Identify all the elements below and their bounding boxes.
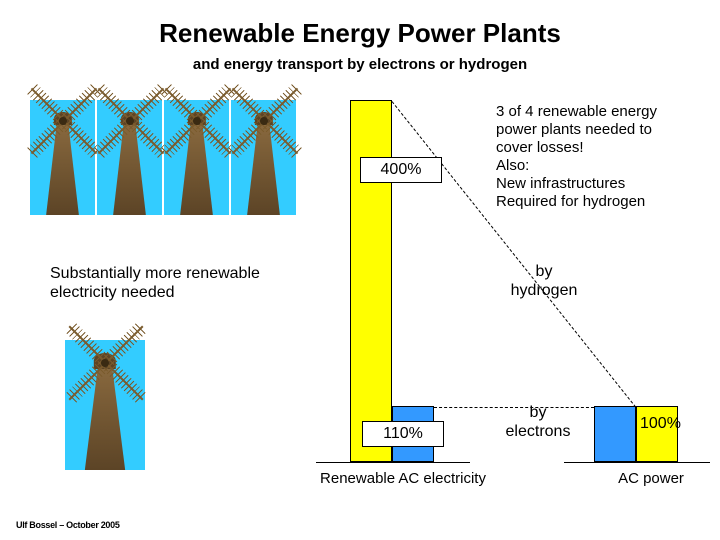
axis-line: [316, 462, 470, 463]
windmill-icon: [30, 100, 95, 215]
label-110: 110%: [362, 421, 444, 447]
page: Renewable Energy Power Plants and energy…: [0, 0, 720, 540]
label-400: 400%: [360, 157, 442, 183]
windmill-icon: [231, 100, 296, 215]
text-ac-power: AC power: [596, 470, 706, 488]
windmill-row-top: [30, 100, 296, 215]
windmill-bottom: [65, 340, 145, 470]
text-substantial: Substantially more renewableelectricity …: [50, 264, 310, 302]
page-subtitle: and energy transport by electrons or hyd…: [0, 56, 720, 73]
text-by-hydrogen: byhydrogen: [484, 262, 604, 300]
axis-line: [564, 462, 710, 463]
text-by-electrons: byelectrons: [478, 403, 598, 441]
text-note-right: 3 of 4 renewable energypower plants need…: [496, 103, 716, 211]
bar-left-yellow: [350, 100, 392, 462]
windmill-icon: [164, 100, 229, 215]
footer-credit: Ulf Bossel – October 2005: [16, 520, 120, 530]
page-title: Renewable Energy Power Plants: [0, 18, 720, 49]
text-100: 100%: [640, 414, 720, 433]
text-renewable-ac: Renewable AC electricity: [298, 470, 508, 488]
windmill-icon: [97, 100, 162, 215]
bar-right-blue: [594, 406, 636, 462]
